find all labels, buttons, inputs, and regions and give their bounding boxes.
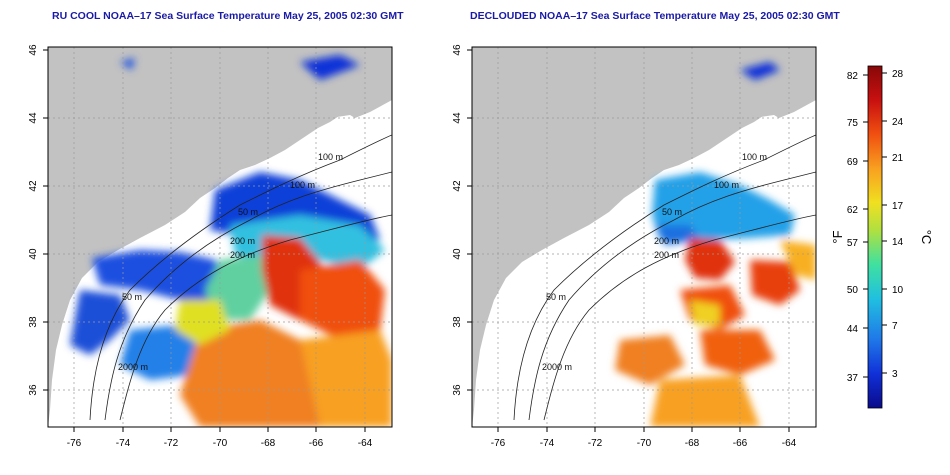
colorbar-gradient bbox=[867, 65, 883, 409]
colorbar-f-ticks: 82 75 69 62 57 50 44 37 bbox=[847, 71, 859, 384]
panel-1-contour-labels: 100 m 100 m 200 m 50 m 50 m 2000 m 200 m bbox=[118, 152, 343, 372]
y-tick-label: 44 bbox=[28, 112, 39, 124]
contour-label: 100 m bbox=[742, 152, 767, 162]
contour-label: 100 m bbox=[318, 152, 343, 162]
y-tick-label: 46 bbox=[452, 44, 463, 56]
x-tick-label: -68 bbox=[685, 438, 700, 449]
y-tick-label: 36 bbox=[28, 384, 39, 396]
contour-label: 200 m bbox=[654, 236, 679, 246]
x-tick-label: -76 bbox=[67, 438, 82, 449]
land-mass bbox=[48, 47, 392, 427]
x-tick-label: -72 bbox=[588, 438, 603, 449]
colorbar-c-ticks: 28 24 21 17 14 10 7 3 bbox=[892, 69, 904, 380]
colorbar-c-tick: 3 bbox=[892, 369, 898, 380]
panel-2-y-axis: 36 38 40 42 44 46 bbox=[452, 44, 463, 396]
y-tick-label: 38 bbox=[452, 316, 463, 328]
colorbar-c-tick: 17 bbox=[892, 201, 904, 212]
contour-label: 200 m bbox=[654, 250, 679, 260]
contour-label: 100 m bbox=[714, 180, 739, 190]
panel-1-title: RU COOL NOAA–17 Sea Surface Temperature … bbox=[52, 10, 404, 22]
y-tick-label: 46 bbox=[28, 44, 39, 56]
colorbar-f-tick: 62 bbox=[847, 205, 859, 216]
contour-label: 2000 m bbox=[542, 362, 572, 372]
panel-2-title: DECLOUDED NOAA–17 Sea Surface Temperatur… bbox=[470, 10, 840, 22]
contour-label: 50 m bbox=[546, 292, 566, 302]
colorbar-c-label: °C bbox=[919, 230, 934, 245]
colorbar-f-tick: 37 bbox=[847, 373, 859, 384]
colorbar-c-tick: 14 bbox=[892, 237, 904, 248]
contour-label: 100 m bbox=[290, 180, 315, 190]
colorbar-c-tick: 7 bbox=[892, 321, 898, 332]
colorbar-f-tick: 57 bbox=[847, 238, 859, 249]
y-tick-label: 40 bbox=[452, 248, 463, 260]
colorbar-f-tick: 75 bbox=[847, 118, 859, 129]
panel-1-y-axis: 36 38 40 42 44 46 bbox=[28, 44, 39, 396]
colorbar-c-tick: 10 bbox=[892, 285, 904, 296]
colorbar-f-tick: 82 bbox=[847, 71, 859, 82]
land-nova-scotia bbox=[300, 55, 392, 118]
contour-label: 50 m bbox=[238, 207, 258, 217]
x-tick-label: -74 bbox=[540, 438, 555, 449]
colorbar-c-tick: 21 bbox=[892, 153, 904, 164]
y-tick-label: 36 bbox=[452, 384, 463, 396]
colorbar: 82 75 69 62 57 50 44 37 28 24 21 17 14 1… bbox=[830, 65, 934, 409]
colorbar-f-tick: 44 bbox=[847, 324, 859, 335]
y-tick-label: 38 bbox=[28, 316, 39, 328]
contour-label: 2000 m bbox=[118, 362, 148, 372]
land-mass bbox=[472, 47, 816, 427]
contour-label: 200 m bbox=[230, 250, 255, 260]
y-tick-label: 44 bbox=[452, 112, 463, 124]
panel-2-x-axis: -76 -74 -72 -70 -68 -66 -64 bbox=[491, 438, 797, 449]
colorbar-c-tick: 24 bbox=[892, 117, 904, 128]
y-tick-label: 42 bbox=[452, 180, 463, 192]
sst-field bbox=[615, 62, 816, 427]
contour-label: 50 m bbox=[122, 292, 142, 302]
x-tick-label: -70 bbox=[637, 438, 652, 449]
x-tick-label: -64 bbox=[358, 438, 373, 449]
contour-label: 200 m bbox=[230, 236, 255, 246]
panel-1-map: 100 m 100 m 200 m 50 m 50 m 2000 m 200 m… bbox=[28, 44, 393, 449]
sst-field bbox=[70, 55, 392, 427]
x-tick-label: -76 bbox=[491, 438, 506, 449]
y-tick-label: 42 bbox=[28, 180, 39, 192]
panel-1-x-axis: -76 -74 -72 -70 -68 -66 -64 bbox=[67, 438, 373, 449]
colorbar-f-tick: 50 bbox=[847, 285, 859, 296]
y-tick-label: 40 bbox=[28, 248, 39, 260]
land-nova-scotia bbox=[724, 55, 816, 118]
contour-label: 50 m bbox=[662, 207, 682, 217]
panel-2-contour-labels: 100 m 100 m 200 m 50 m 50 m 2000 m 200 m bbox=[542, 152, 767, 372]
x-tick-label: -72 bbox=[164, 438, 179, 449]
x-tick-label: -74 bbox=[116, 438, 131, 449]
colorbar-f-label: °F bbox=[830, 230, 845, 243]
x-tick-label: -66 bbox=[733, 438, 748, 449]
panel-2-map: 100 m 100 m 200 m 50 m 50 m 2000 m 200 m… bbox=[452, 44, 817, 449]
x-tick-label: -70 bbox=[213, 438, 228, 449]
colorbar-f-tick: 69 bbox=[847, 157, 859, 168]
x-tick-label: -66 bbox=[309, 438, 324, 449]
x-tick-label: -68 bbox=[261, 438, 276, 449]
x-tick-label: -64 bbox=[782, 438, 797, 449]
colorbar-c-tick: 28 bbox=[892, 69, 904, 80]
